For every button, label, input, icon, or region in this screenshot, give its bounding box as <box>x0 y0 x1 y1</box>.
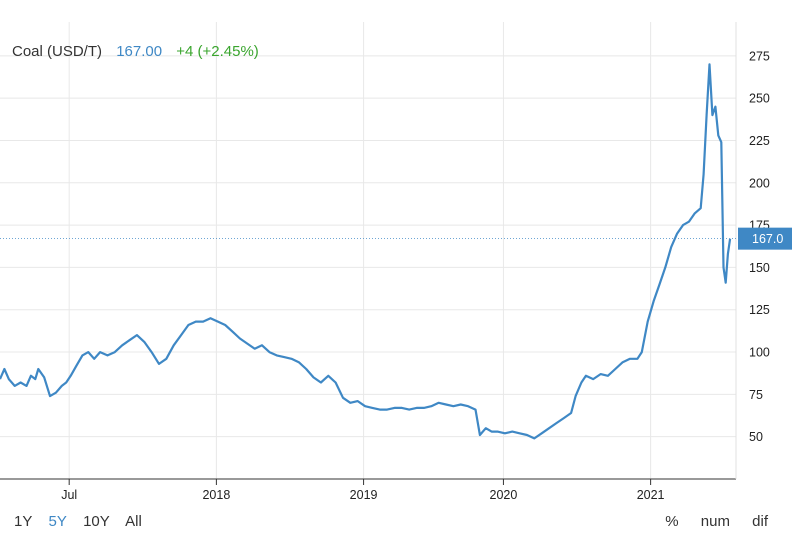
mode-button-percent[interactable]: % <box>665 513 679 530</box>
x-tick-label: 2018 <box>202 488 230 502</box>
series-line-coal <box>0 63 732 440</box>
x-tick-label: 2019 <box>350 488 378 502</box>
price-change: +4 (+2.45%) <box>176 43 259 60</box>
current-price: 167.00 <box>116 43 163 60</box>
chart-header: Coal (USD/T) 167.00 +4 (+2.45%) <box>12 43 269 60</box>
mode-button-num[interactable]: num <box>700 513 730 530</box>
y-tick-label: 100 <box>749 346 770 360</box>
x-tick-label: 2021 <box>637 488 665 502</box>
y-tick-label: 75 <box>749 388 763 402</box>
y-tick-label: 150 <box>749 261 770 275</box>
y-tick-label: 50 <box>749 430 763 444</box>
x-tick-label: Jul <box>61 488 77 502</box>
grid-lines <box>0 22 736 479</box>
y-tick-label: 225 <box>749 134 770 148</box>
current-price-tag: 167.0 <box>738 227 792 250</box>
range-button-all[interactable]: All <box>125 513 142 530</box>
range-button-10y[interactable]: 10Y <box>83 513 110 530</box>
range-selector: 1Y 5Y 10Y All <box>14 513 154 530</box>
instrument-title: Coal (USD/T) <box>12 43 103 60</box>
current-price-tag-bg <box>738 227 792 250</box>
x-axis-ticks: Jul 2018 2019 2020 2021 <box>61 479 665 502</box>
range-button-1y[interactable]: 1Y <box>14 513 33 530</box>
y-tick-label: 125 <box>749 303 770 317</box>
y-tick-label: 200 <box>749 176 770 190</box>
range-button-5y[interactable]: 5Y <box>48 513 67 530</box>
display-mode-selector: % num dif <box>647 513 768 530</box>
current-price-label: 167.0 <box>752 232 783 246</box>
y-tick-label: 250 <box>749 92 770 106</box>
x-tick-label: 2020 <box>490 488 518 502</box>
mode-button-dif[interactable]: dif <box>752 513 768 530</box>
y-tick-label: 275 <box>749 49 770 63</box>
